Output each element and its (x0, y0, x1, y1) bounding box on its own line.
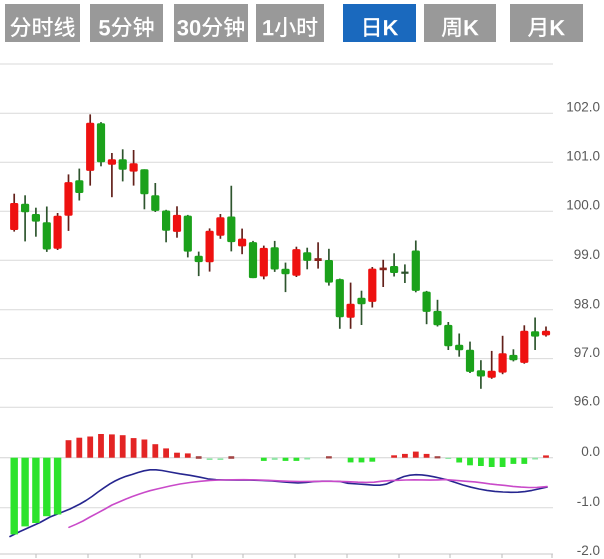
svg-text:99.0: 99.0 (574, 247, 600, 262)
svg-text:96.0: 96.0 (574, 394, 600, 409)
svg-text:100.0: 100.0 (566, 198, 600, 213)
svg-text:-1.0: -1.0 (577, 494, 600, 509)
svg-text:102.0: 102.0 (566, 100, 600, 115)
svg-text:97.0: 97.0 (574, 345, 600, 360)
svg-text:101.0: 101.0 (566, 149, 600, 164)
svg-text:98.0: 98.0 (574, 296, 600, 311)
svg-text:0.0: 0.0 (581, 444, 600, 459)
svg-text:-2.0: -2.0 (577, 543, 600, 558)
